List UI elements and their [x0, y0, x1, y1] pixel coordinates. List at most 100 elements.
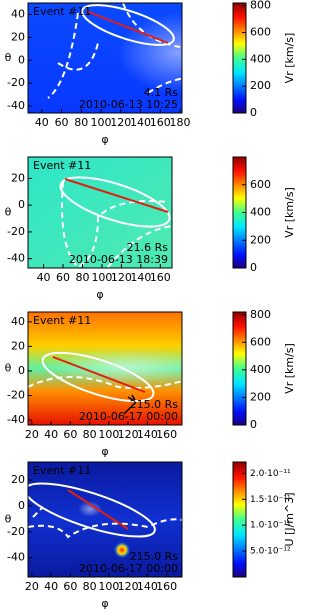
colorbar-tick-label: 800	[250, 308, 271, 321]
figure: 40 60 80 100120140160180-40-2002040φθEvent …	[5, 0, 296, 610]
event-label: Event #11	[33, 314, 91, 327]
field-features	[59, 176, 172, 268]
y-axis-label: θ	[5, 362, 12, 375]
field	[28, 462, 182, 577]
y-tick-label: 0	[18, 499, 25, 512]
date-label: 2010-06-13 10:25	[79, 98, 178, 111]
cme-ellipse	[81, 4, 175, 46]
y-tick-label: 0	[18, 364, 25, 377]
colorbar-label: Vr [km/s]	[283, 343, 296, 394]
heatmap	[28, 157, 172, 268]
x-tick-label: 40	[44, 580, 58, 593]
colorbar-tick-label: 600	[250, 178, 271, 191]
x-tick-label: 100	[98, 580, 119, 593]
y-tick-label: -40	[7, 99, 25, 112]
y-axis-label: θ	[5, 206, 12, 219]
boundary	[28, 376, 182, 389]
field-features	[47, 3, 182, 99]
y-tick-label: -20	[7, 225, 25, 238]
colorbar-tick-label: 600	[250, 26, 271, 39]
colorbar-label: U [J/m^3]	[283, 492, 296, 546]
x-tick-label: 120	[111, 271, 132, 284]
x-tick-label: 160	[156, 580, 177, 593]
colorbar-tick-label: 2.0·10⁻¹¹	[250, 469, 291, 479]
x-tick-label: 60	[63, 428, 77, 441]
colorbar-tick-label: 0	[250, 261, 257, 274]
colorbar-tick-label: 0	[250, 418, 257, 431]
y-tick-label: 20	[11, 473, 25, 486]
colorbar-tick-label: 1.5·10⁻¹¹	[250, 495, 291, 505]
plot-frame	[27, 461, 183, 578]
x-tick-label: 100	[98, 428, 119, 441]
x-tick-label: 100	[91, 271, 112, 284]
x-tick-label: 60	[55, 116, 69, 129]
hot-spot	[114, 542, 130, 558]
colorbar-tick-label: 200	[250, 79, 271, 92]
page-body: {"chart_data": [ {"type": "heatmap", "ev…	[4, 0, 296, 610]
colorbar-tick-label: 200	[250, 233, 271, 246]
x-tick-label: 40	[44, 428, 58, 441]
x-tick-label: 140	[130, 271, 151, 284]
x-tick-label: 60	[56, 271, 70, 284]
plot-frame	[27, 156, 173, 269]
cme-ellipse	[41, 351, 155, 403]
x-axis-label: φ	[101, 133, 108, 146]
x-tick-label: 140	[130, 116, 151, 129]
date-label: 2010-06-13 18:39	[69, 253, 168, 266]
glow	[78, 501, 102, 517]
colorbar-tick-label: 400	[250, 52, 271, 65]
x-tick-label: 80	[75, 271, 89, 284]
glow	[118, 13, 182, 93]
colorbar	[232, 311, 247, 426]
plot-frame	[27, 311, 183, 426]
y-tick-label: -40	[7, 252, 25, 265]
y-axis-label: θ	[5, 513, 12, 526]
colorbar-tick-label: 400	[250, 363, 271, 376]
y-tick-label: 0	[18, 198, 25, 211]
colorbar-tick-label: 200	[250, 390, 271, 403]
colorbar	[232, 461, 247, 578]
heatmap	[28, 312, 182, 425]
y-tick-label: -40	[7, 551, 25, 564]
colorbar-label: Vr [km/s]	[283, 187, 296, 238]
radius-label: 21.6 Rs	[127, 241, 169, 254]
x-tick-label: 180	[170, 116, 191, 129]
x-tick-label: 60	[63, 580, 77, 593]
colorbar-tick-label: 400	[250, 206, 271, 219]
y-tick-label: 20	[11, 339, 25, 352]
field-features	[28, 349, 182, 415]
date-label: 2010-06-17 00:00	[79, 562, 178, 575]
cme-ellipse	[59, 176, 171, 228]
x-tick-label: 40	[37, 271, 51, 284]
colorbar	[232, 2, 247, 114]
boundary	[61, 181, 172, 268]
x-axis-label: φ	[101, 597, 108, 610]
y-tick-label: -20	[7, 525, 25, 538]
x-tick-label: 80	[74, 116, 88, 129]
y-tick-label: 20	[11, 171, 25, 184]
x-tick-label: 40	[35, 116, 49, 129]
date-label: 2010-06-17 00:00	[79, 410, 178, 423]
x-tick-label: 140	[137, 580, 158, 593]
event-label: Event #11	[33, 464, 91, 477]
cme-axis	[67, 489, 129, 530]
x-tick-label: 160	[150, 271, 171, 284]
cme-axis	[85, 10, 169, 44]
heatmap	[28, 462, 182, 577]
y-tick-label: -40	[7, 413, 25, 426]
x-tick-label: 100	[91, 116, 112, 129]
x-tick-label: 160	[150, 116, 171, 129]
glow	[48, 349, 182, 385]
boundary	[28, 506, 182, 539]
heatmap	[28, 3, 182, 113]
cme-axis	[64, 178, 169, 213]
y-tick-label: 0	[18, 53, 25, 66]
x-tick-label: 120	[118, 428, 139, 441]
cme-axis	[52, 356, 146, 393]
x-tick-label: 160	[156, 428, 177, 441]
x-tick-label: 120	[118, 580, 139, 593]
colorbar-tick-label: 1.0·10⁻¹¹	[250, 521, 291, 531]
radius-label: 215.0 Rs	[130, 398, 179, 411]
field	[28, 157, 172, 268]
y-tick-label: 40	[11, 7, 25, 20]
